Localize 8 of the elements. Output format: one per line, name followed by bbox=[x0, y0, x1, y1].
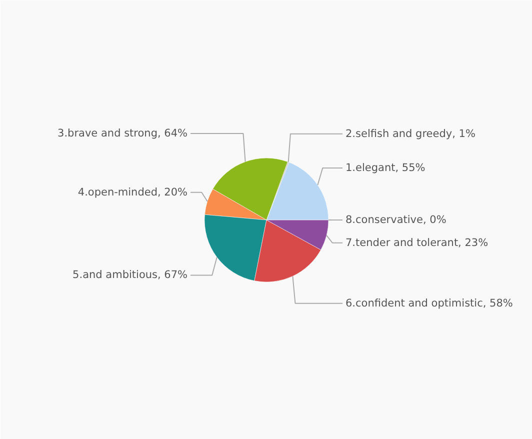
slice-label: 1.elegant, 55% bbox=[346, 162, 426, 174]
slice-label: 3.brave and strong, 64% bbox=[58, 128, 188, 140]
legend-label: 8.conservative, 0% bbox=[346, 214, 446, 226]
slice-label: 7.tender and tolerant, 23% bbox=[346, 236, 488, 249]
slice-label: 6.confident and optimistic, 58% bbox=[346, 297, 513, 310]
slice-label: 5.and ambitious, 67% bbox=[72, 269, 188, 282]
slice-label: 4.open-minded, 20% bbox=[78, 186, 188, 198]
slice-label: 2.selfish and greedy, 1% bbox=[346, 128, 476, 140]
